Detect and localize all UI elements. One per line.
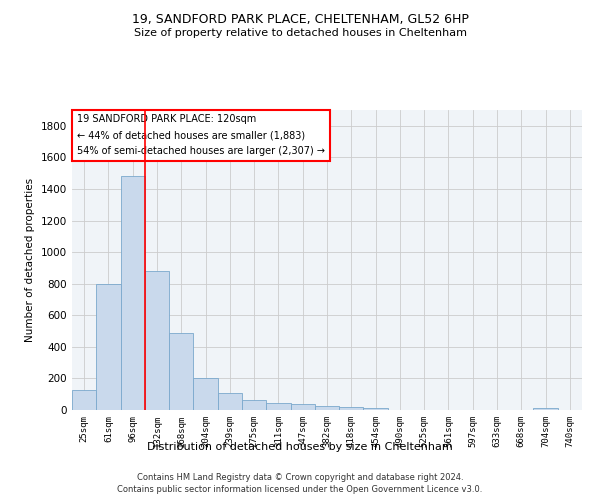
Text: 19 SANDFORD PARK PLACE: 120sqm
← 44% of detached houses are smaller (1,883)
54% : 19 SANDFORD PARK PLACE: 120sqm ← 44% of …	[77, 114, 325, 156]
Bar	[193, 378, 218, 410]
Text: Size of property relative to detached houses in Cheltenham: Size of property relative to detached ho…	[133, 28, 467, 38]
Bar	[218, 394, 242, 410]
Bar	[145, 271, 169, 410]
Bar	[533, 408, 558, 410]
Y-axis label: Number of detached properties: Number of detached properties	[25, 178, 35, 342]
Bar	[315, 406, 339, 410]
Bar	[364, 408, 388, 410]
Bar	[121, 176, 145, 410]
Bar	[290, 404, 315, 410]
Text: Contains public sector information licensed under the Open Government Licence v3: Contains public sector information licen…	[118, 485, 482, 494]
Text: 19, SANDFORD PARK PLACE, CHELTENHAM, GL52 6HP: 19, SANDFORD PARK PLACE, CHELTENHAM, GL5…	[131, 12, 469, 26]
Bar	[242, 400, 266, 410]
Bar	[72, 390, 96, 410]
Bar	[169, 332, 193, 410]
Bar	[96, 284, 121, 410]
Bar	[339, 406, 364, 410]
Bar	[266, 404, 290, 410]
Text: Contains HM Land Registry data © Crown copyright and database right 2024.: Contains HM Land Registry data © Crown c…	[137, 472, 463, 482]
Text: Distribution of detached houses by size in Cheltenham: Distribution of detached houses by size …	[147, 442, 453, 452]
